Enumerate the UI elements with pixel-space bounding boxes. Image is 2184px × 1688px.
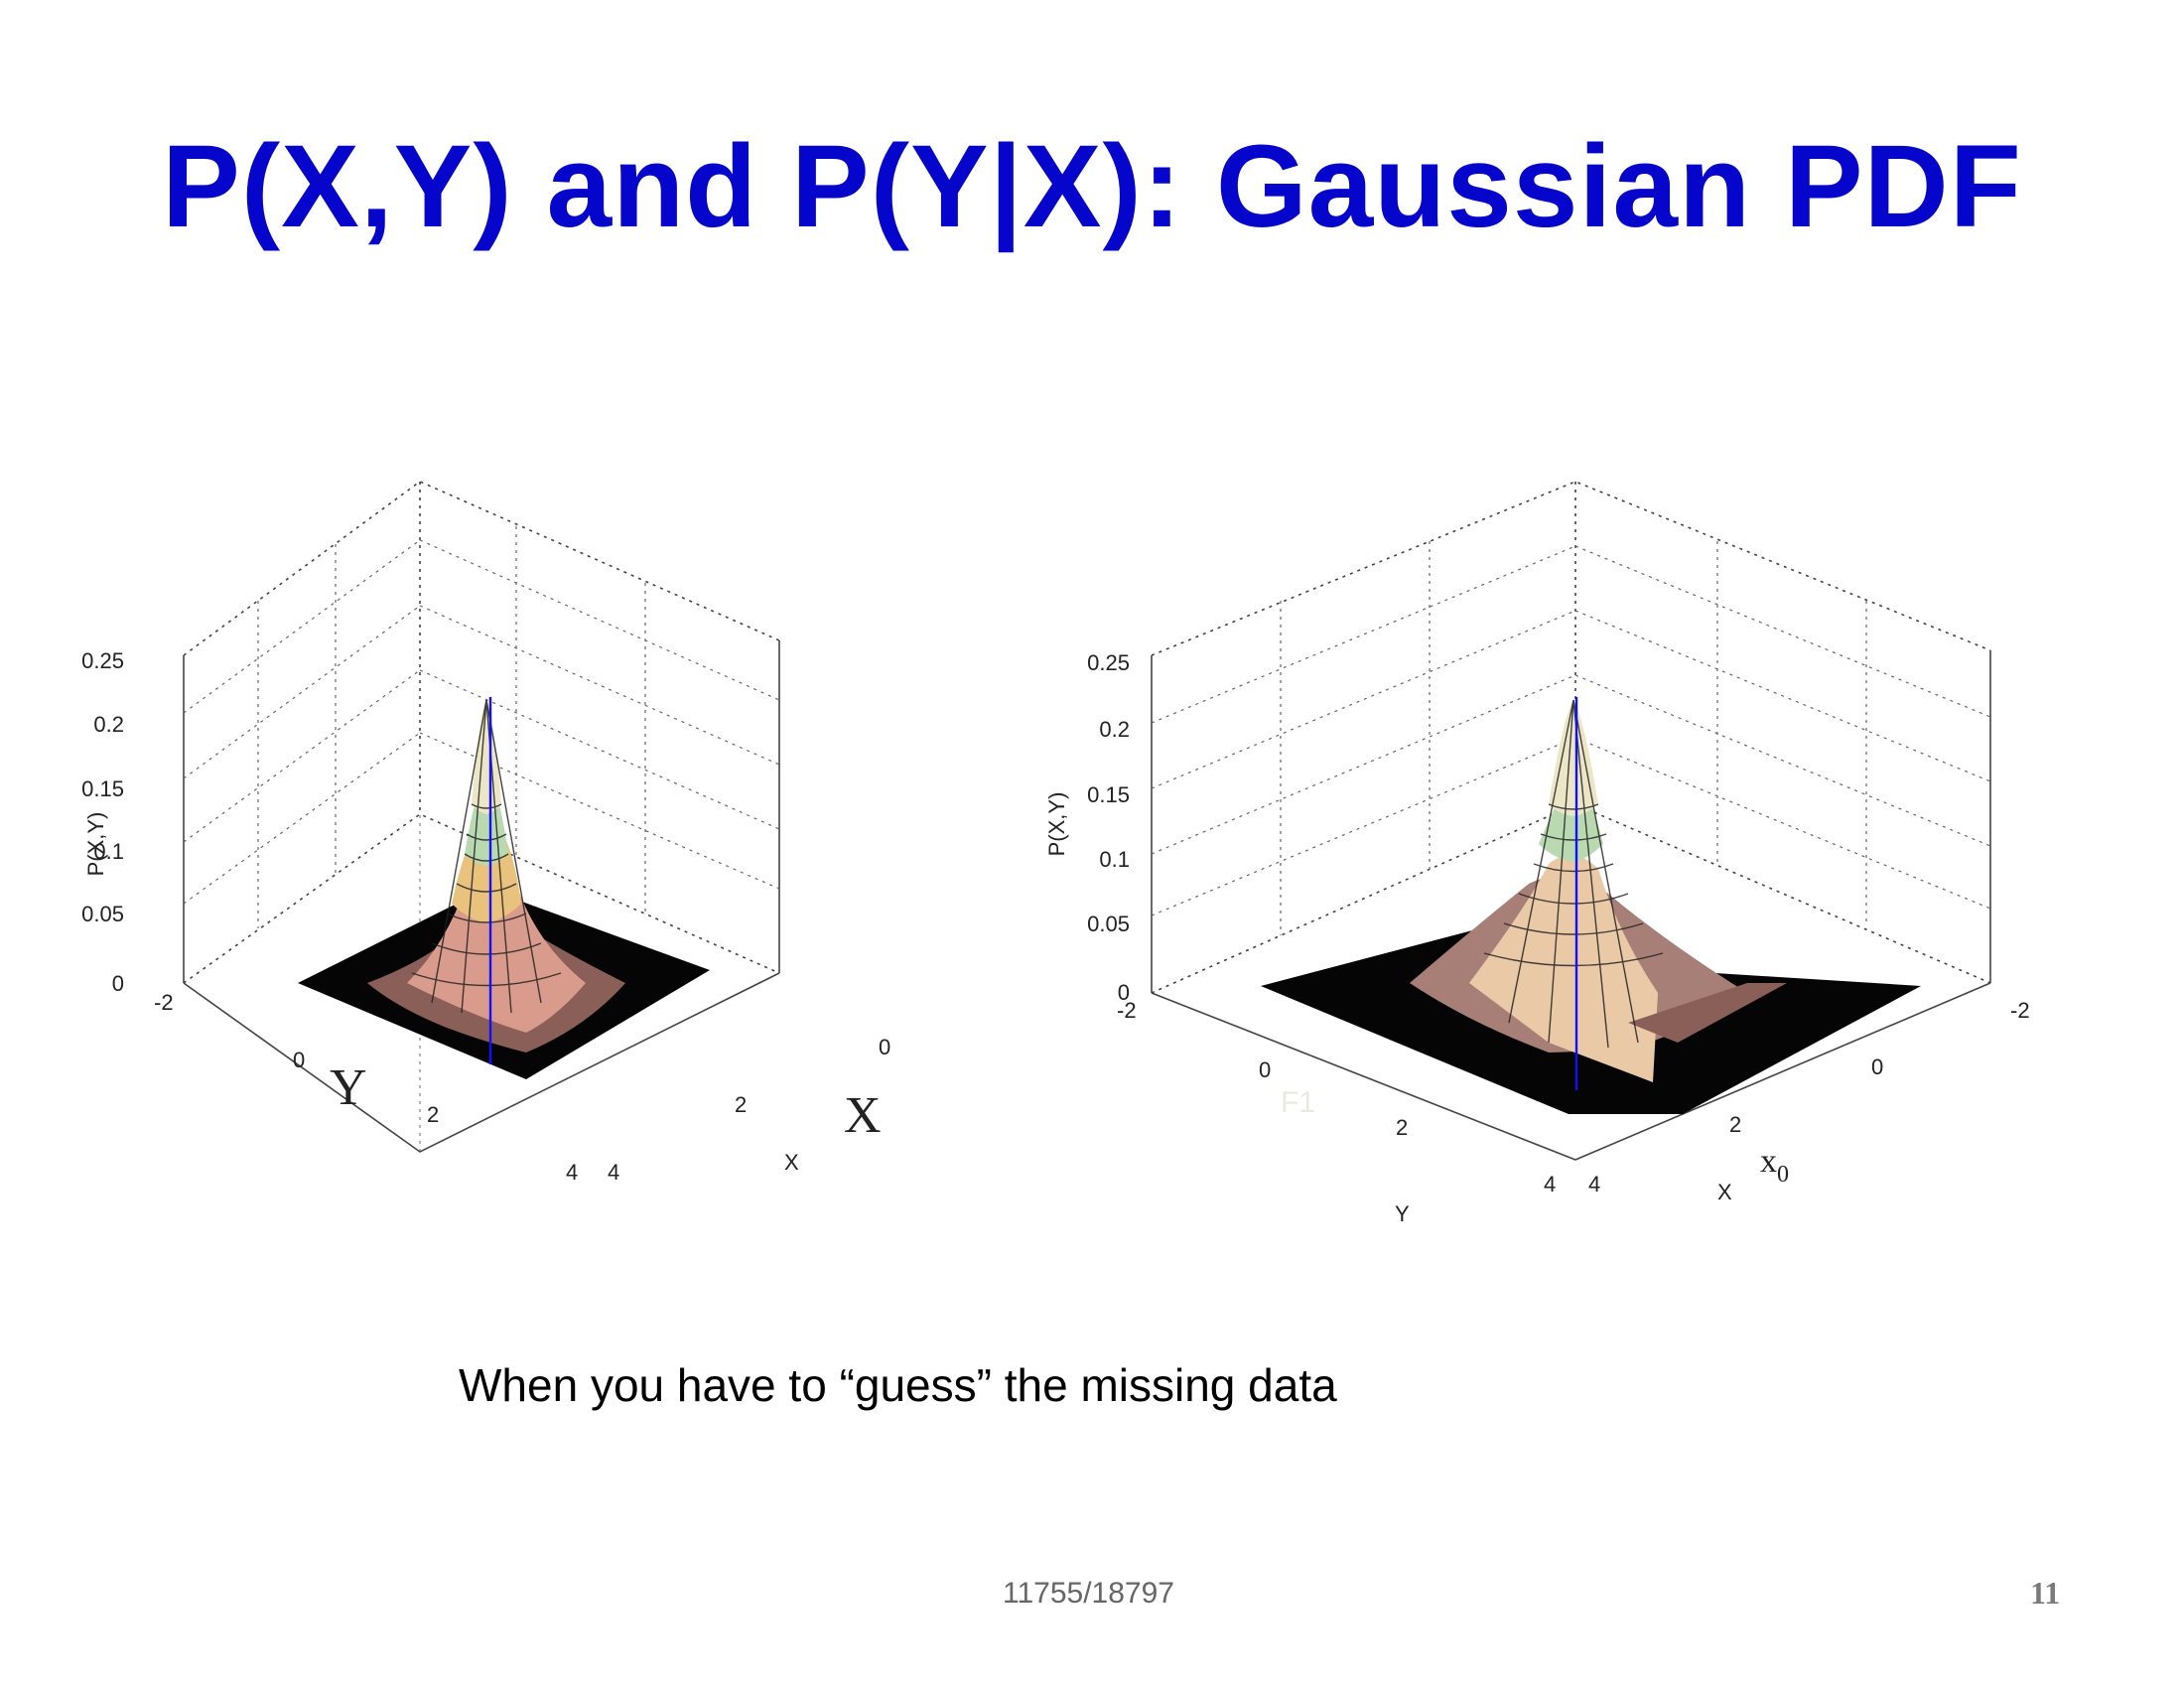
y-tick: 4 (566, 1160, 578, 1185)
x-tick: 4 (1588, 1172, 1600, 1196)
conditional-pdf-surface-plot: 0 0.05 0.1 0.15 0.2 0.25 P(X,Y) -2 0 2 4… (1044, 481, 2030, 1226)
x-tick: 2 (1729, 1112, 1741, 1137)
z-axis-label: P(X,Y) (1044, 792, 1069, 857)
z-tick-labels: 0 0.05 0.1 0.15 0.2 0.25 (1087, 650, 1130, 1005)
y-annotation: Y (330, 1059, 367, 1116)
y-tick: -2 (1117, 998, 1137, 1023)
x-annotation: X (844, 1087, 882, 1144)
z-tick: 0.05 (1087, 912, 1130, 936)
z-tick: 0.25 (81, 648, 124, 673)
y-tick: 4 (1544, 1172, 1556, 1196)
x-tick: -2 (2010, 998, 2030, 1023)
gaussian-surface (1261, 697, 1921, 1114)
y-axis-label: Y (1395, 1201, 1410, 1226)
z-tick: 0 (112, 971, 124, 996)
z-tick: 0.2 (93, 712, 124, 737)
grid-lines (183, 526, 780, 928)
y-tick: 0 (293, 1048, 305, 1072)
x-axis-label: X (1717, 1180, 1732, 1204)
page-number: 11 (2030, 1575, 2061, 1611)
z-tick: 0.2 (1099, 717, 1130, 742)
z-tick: 0.15 (81, 776, 124, 801)
z-axis-label: P(X,Y) (83, 812, 108, 877)
z-tick: 0.05 (81, 902, 124, 926)
y-tick: 0 (1259, 1057, 1271, 1082)
slide-caption: When you have to “guess” the missing dat… (459, 1359, 1337, 1411)
f1-watermark: F1 (1281, 1086, 1315, 1119)
x0-subscript: 0 (1777, 1162, 1789, 1188)
y-tick: -2 (154, 990, 174, 1015)
y-tick-labels: -2 0 2 4 (1117, 998, 1556, 1196)
grid-lines (1151, 541, 1991, 935)
x-tick: 0 (879, 1035, 890, 1059)
x0-annotation: x0 (1760, 1143, 1789, 1188)
axis-box (1151, 481, 1991, 1161)
slide-title: P(X,Y) and P(Y|X): Gaussian PDF (162, 121, 2022, 252)
z-tick: 0.15 (1087, 782, 1130, 807)
x-tick-labels: 4 2 0 -2 (1588, 998, 2030, 1196)
x-tick: 4 (608, 1160, 619, 1185)
y-tick: 2 (427, 1102, 439, 1127)
x-axis-label: X (784, 1150, 799, 1175)
z-tick: 0.25 (1087, 650, 1130, 675)
x-tick: 0 (1871, 1055, 1883, 1079)
y-tick: 2 (1396, 1115, 1408, 1140)
course-number: 11755/18797 (1003, 1577, 1174, 1610)
z-tick: 0 (1118, 980, 1130, 1005)
y-tick-labels: -2 0 2 4 (154, 990, 578, 1185)
z-tick: 0.1 (1099, 847, 1130, 872)
z-tick-labels: 0 0.05 0.1 0.15 0.2 0.25 (81, 648, 124, 996)
joint-pdf-surface-plot: 0 0.05 0.1 0.15 0.2 0.25 P(X,Y) -2 0 2 4… (81, 481, 890, 1185)
gaussian-surface (298, 697, 710, 1079)
z-tick: 0.1 (93, 839, 124, 864)
x0-base: x (1760, 1143, 1777, 1180)
x-tick: 2 (735, 1092, 747, 1117)
x-tick-labels: 4 2 0 (608, 1035, 890, 1185)
